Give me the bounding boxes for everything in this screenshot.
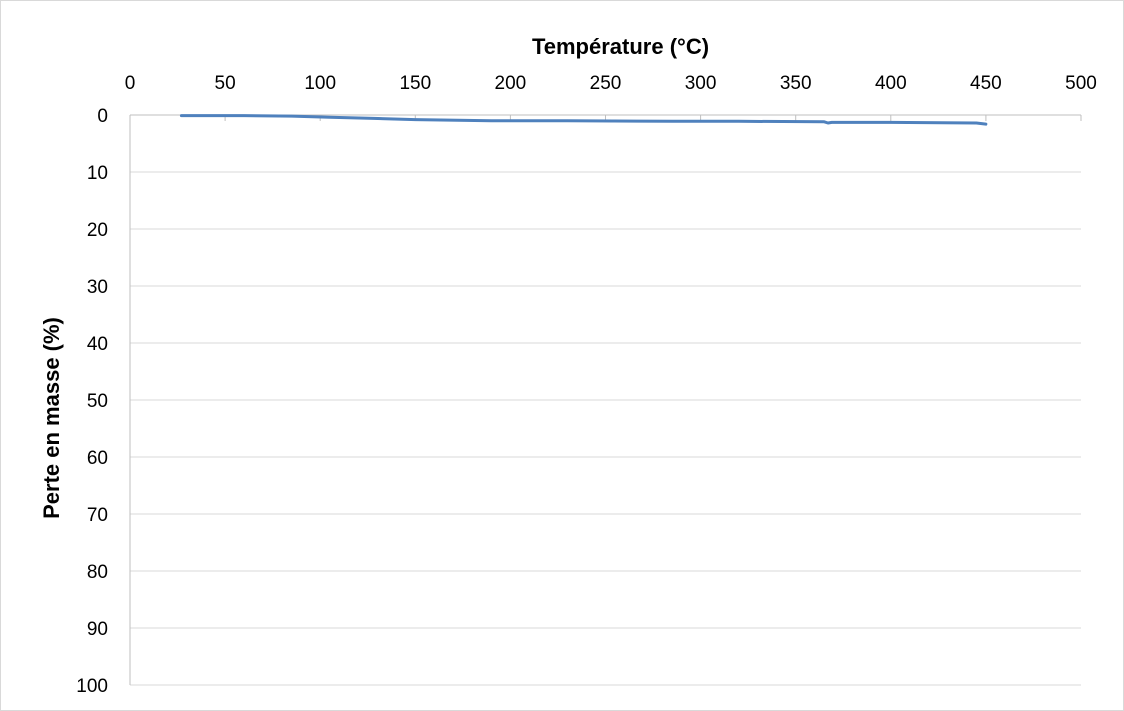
y-tick-label: 30 xyxy=(87,277,108,298)
x-tick-label: 250 xyxy=(590,73,622,94)
y-tick-label: 90 xyxy=(87,619,108,640)
x-tick-label: 500 xyxy=(1065,73,1097,94)
series xyxy=(179,114,988,126)
x-tick-label: 150 xyxy=(399,73,431,94)
y-tick-label: 20 xyxy=(87,220,108,241)
x-tick-label: 0 xyxy=(125,73,136,94)
y-axis-title: Perte en masse (%) xyxy=(39,317,64,519)
gridlines xyxy=(130,171,1081,686)
y-tick-label: 100 xyxy=(76,676,108,697)
series-line xyxy=(179,114,988,126)
y-tick-labels: 0 10 20 30 40 50 60 70 80 90 100 xyxy=(76,106,108,697)
x-axis-title: Température (°C) xyxy=(532,34,709,59)
x-tick-label: 50 xyxy=(215,73,236,94)
y-tick-label: 80 xyxy=(87,562,108,583)
x-tick-label: 350 xyxy=(780,73,812,94)
y-tick-label: 70 xyxy=(87,505,108,526)
x-tick-label: 400 xyxy=(875,73,907,94)
y-tick-label: 40 xyxy=(87,334,108,355)
x-tick-label: 300 xyxy=(685,73,717,94)
x-tick-labels: 0 50 100 150 200 250 300 350 400 450 500 xyxy=(125,73,1097,121)
y-tick-label: 0 xyxy=(97,106,108,127)
y-tick-label: 50 xyxy=(87,391,108,412)
y-tick-label: 60 xyxy=(87,448,108,469)
x-tick-label: 450 xyxy=(970,73,1002,94)
x-tick-label: 200 xyxy=(495,73,527,94)
x-tick-label: 100 xyxy=(304,73,336,94)
y-tick-label: 10 xyxy=(87,163,108,184)
